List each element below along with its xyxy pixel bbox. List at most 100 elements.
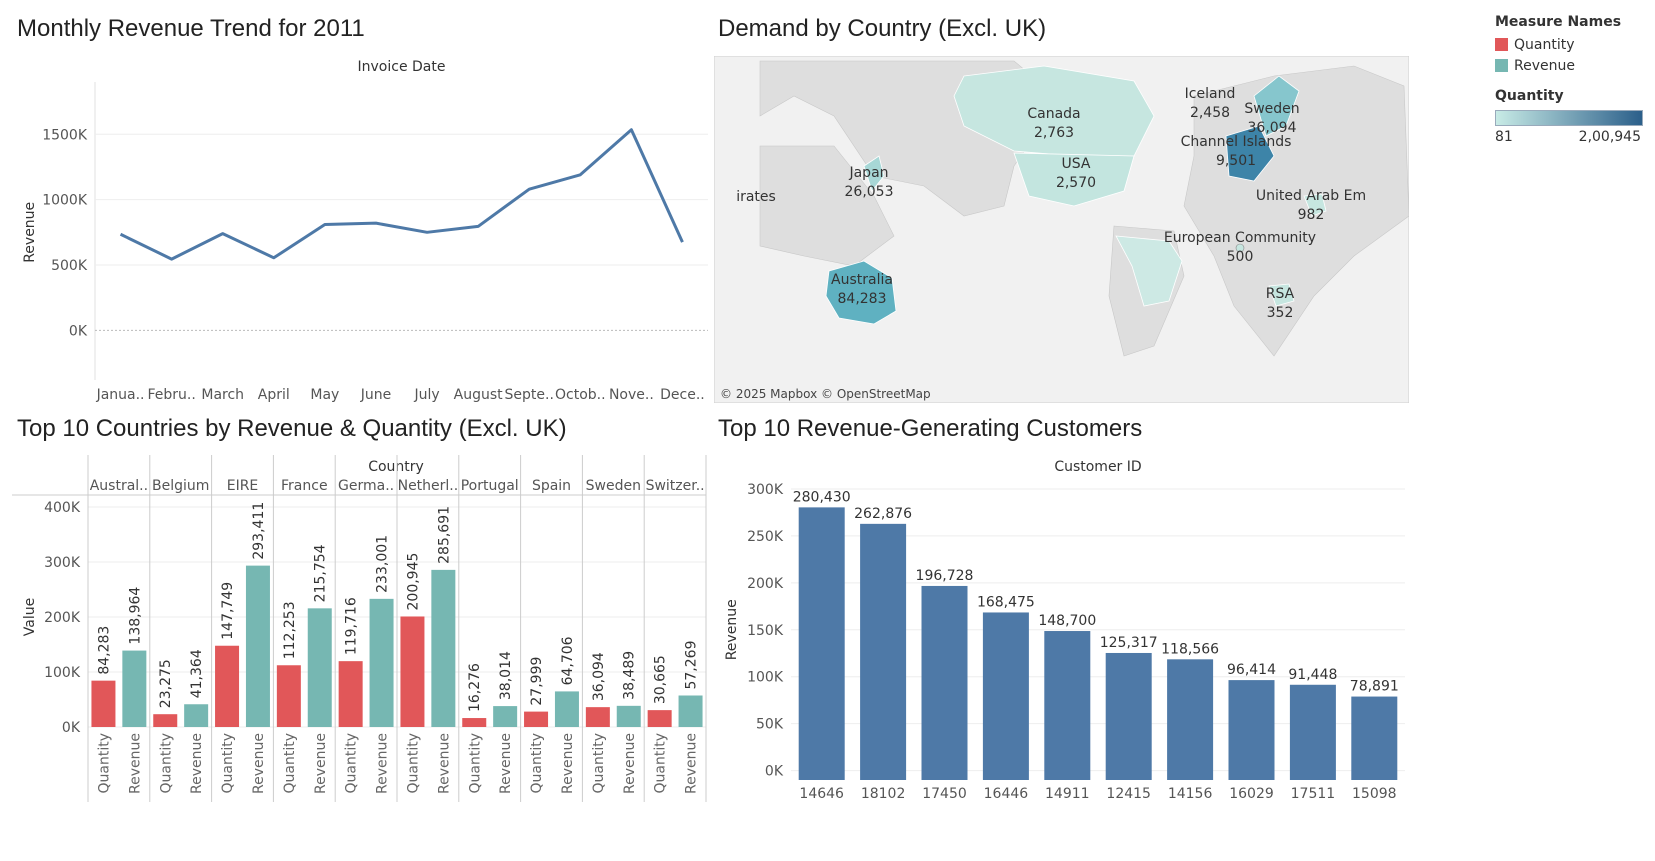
bar-value-label: 23,275 <box>158 659 174 708</box>
bar-quantity[interactable] <box>91 680 116 727</box>
country-label: Portugal <box>461 478 519 494</box>
map-label-name: Canada <box>1027 106 1080 122</box>
legend-label-revenue: Revenue <box>1514 57 1575 74</box>
customer-bar[interactable] <box>1228 680 1275 780</box>
x-tick-label: Febru.. <box>147 387 195 403</box>
customer-bar[interactable] <box>798 507 845 780</box>
map-label-name: RSA <box>1266 286 1295 302</box>
customer-bar[interactable] <box>1105 652 1152 780</box>
measure-label: Revenue <box>498 733 514 794</box>
measure-label: Quantity <box>467 733 483 794</box>
bar-revenue[interactable] <box>184 704 209 727</box>
bar-revenue[interactable] <box>678 695 703 727</box>
bar-value-label: 36,094 <box>591 652 607 701</box>
bar-value-label: 57,269 <box>684 641 700 690</box>
data-point[interactable] <box>628 127 634 133</box>
europe-shape[interactable] <box>1225 125 1275 182</box>
revenue-line <box>119 128 684 261</box>
japan-shape[interactable] <box>863 155 885 192</box>
brazil-shape[interactable] <box>1115 235 1183 307</box>
bar-value-label: 148,700 <box>1038 613 1096 629</box>
map-attribution: © 2025 Mapbox © OpenStreetMap <box>720 387 931 401</box>
bar-revenue[interactable] <box>554 691 579 727</box>
bar-value-label: 30,665 <box>653 655 669 704</box>
customers-header: Customer ID <box>1054 459 1141 475</box>
customer-id-label: 18102 <box>861 786 906 802</box>
quantity-min: 81 <box>1495 129 1513 145</box>
bar-revenue[interactable] <box>369 598 394 727</box>
customer-bar[interactable] <box>1167 659 1214 780</box>
country-label: EIRE <box>227 478 259 494</box>
map-label-name: Channel Islands <box>1181 134 1292 150</box>
data-point[interactable] <box>373 220 379 226</box>
y-tick-label: 0K <box>69 323 88 339</box>
customer-bar[interactable] <box>921 585 968 780</box>
bar-quantity[interactable] <box>585 707 610 727</box>
bar-quantity[interactable] <box>153 714 178 727</box>
bar-revenue[interactable] <box>431 569 456 727</box>
bar-value-label: 27,999 <box>529 657 545 706</box>
sweden-shape[interactable] <box>1253 75 1300 137</box>
data-point[interactable] <box>118 231 124 237</box>
x-tick-label: Octob.. <box>555 387 606 403</box>
bar-value-label: 112,253 <box>282 601 298 659</box>
customer-id-label: 16446 <box>984 786 1029 802</box>
country-label: Spain <box>532 478 571 494</box>
usa-shape[interactable] <box>1013 152 1135 207</box>
measure-label: Quantity <box>591 733 607 794</box>
y-tick-label: 500K <box>51 258 88 274</box>
country-label: Germa.. <box>338 478 394 494</box>
bar-revenue[interactable] <box>122 650 147 727</box>
y-tick-label: 200K <box>44 610 81 626</box>
map-label-name: Japan <box>848 165 888 181</box>
x-tick-label: Septe.. <box>505 387 554 403</box>
measure-label: Revenue <box>251 733 267 794</box>
measure-label: Revenue <box>313 733 329 794</box>
data-point[interactable] <box>169 256 175 262</box>
customer-bar[interactable] <box>982 612 1029 780</box>
uae-shape[interactable] <box>1303 193 1327 217</box>
map[interactable]: Canada 2,763 USA 2,570 Japan 26,053 irates Aust… <box>714 56 1409 403</box>
grouped-header: Country <box>368 459 424 475</box>
measure-label: Revenue <box>436 733 452 794</box>
bar-quantity[interactable] <box>524 711 549 727</box>
bar-revenue[interactable] <box>616 705 641 727</box>
legend-item-quantity[interactable]: Quantity <box>1495 34 1643 55</box>
data-point[interactable] <box>526 186 532 192</box>
bar-value-label: 78,891 <box>1350 679 1399 695</box>
y-tick-label: 100K <box>44 665 81 681</box>
customer-bar[interactable] <box>1044 631 1091 780</box>
legend-item-revenue[interactable]: Revenue <box>1495 55 1643 76</box>
data-point[interactable] <box>475 223 481 229</box>
customer-bar[interactable] <box>1289 684 1336 780</box>
bar-revenue[interactable] <box>307 608 332 727</box>
bar-value-label: 293,411 <box>251 502 267 560</box>
measure-label: Revenue <box>127 733 143 794</box>
data-point[interactable] <box>271 255 277 261</box>
bar-value-label: 16,276 <box>467 663 483 712</box>
bar-quantity[interactable] <box>215 645 240 727</box>
data-point[interactable] <box>322 221 328 227</box>
customer-bar[interactable] <box>1351 696 1398 780</box>
customer-id-label: 14646 <box>799 786 844 802</box>
data-point[interactable] <box>424 229 430 235</box>
bar-quantity[interactable] <box>276 665 301 727</box>
map-label-value: 2,458 <box>1190 105 1230 121</box>
data-point[interactable] <box>220 231 226 237</box>
customer-id-label: 14911 <box>1045 786 1090 802</box>
bar-revenue[interactable] <box>493 706 518 727</box>
data-point[interactable] <box>577 172 583 178</box>
rsa-shape[interactable] <box>1268 283 1295 307</box>
bar-quantity[interactable] <box>400 616 425 727</box>
bar-quantity[interactable] <box>338 661 363 727</box>
bar-revenue[interactable] <box>245 565 270 727</box>
ec-marker[interactable] <box>1235 243 1245 253</box>
y-axis-title: Revenue <box>724 599 740 660</box>
quantity-max: 2,00,945 <box>1578 129 1641 145</box>
bar-quantity[interactable] <box>647 710 672 727</box>
bar-quantity[interactable] <box>462 718 487 727</box>
data-point[interactable] <box>679 239 685 245</box>
x-tick-label: May <box>310 387 339 403</box>
australia-shape[interactable] <box>825 260 897 325</box>
customer-bar[interactable] <box>860 523 907 780</box>
